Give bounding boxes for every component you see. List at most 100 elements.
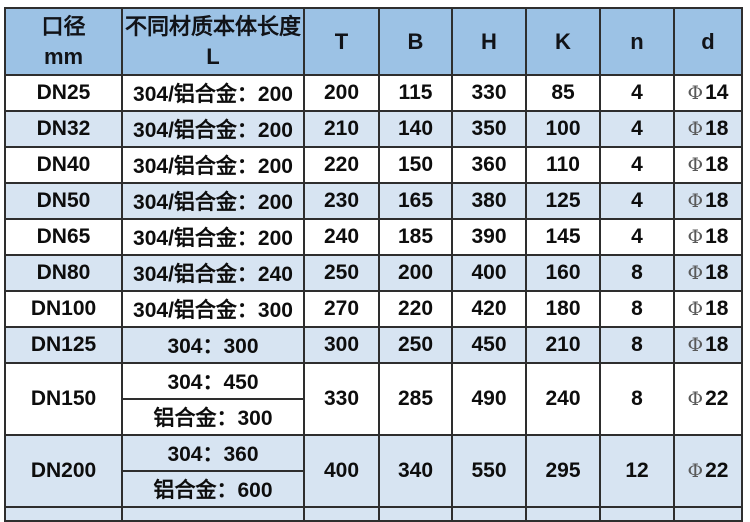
header-dn-line2: mm	[43, 43, 84, 69]
cell-dn: DN200	[4, 434, 123, 508]
cell-length: 304/铝合金：200	[121, 146, 305, 184]
cell-d: Φ18	[673, 146, 743, 184]
cell-n: 8	[599, 326, 675, 364]
cell-d-value: 14	[705, 81, 729, 104]
cell-k: 125	[525, 182, 601, 220]
cell-length	[121, 506, 305, 522]
cell-length: 304/铝合金：300	[121, 290, 305, 328]
cell-d: Φ14	[673, 74, 743, 112]
cell-h: 490	[451, 362, 527, 436]
cell-h: 420	[451, 290, 527, 328]
cell-length: 304：300	[121, 326, 305, 364]
cell-d-value: 18	[705, 189, 729, 212]
cell-b: 340	[378, 434, 453, 508]
table-row-dn150: DN150 304：450 330 285 490 240 8 Φ22	[4, 362, 743, 436]
cell-d: Φ18	[673, 218, 743, 256]
header-cell-dn: 口径 mm	[4, 7, 123, 76]
cell-d: Φ18	[673, 254, 743, 292]
cell-h	[451, 506, 527, 522]
cell-t: 250	[303, 254, 380, 292]
cell-h: 330	[451, 74, 527, 112]
cell-length: 304/铝合金：200	[121, 182, 305, 220]
cell-n: 4	[599, 182, 675, 220]
cell-t: 220	[303, 146, 380, 184]
cell-k: 85	[525, 74, 601, 112]
table-row-dn50: DN50 304/铝合金：200 230 165 380 125 4 Φ18	[4, 182, 743, 220]
cell-h: 390	[451, 218, 527, 256]
table-row-dn200-sub: 铝合金：600	[5, 470, 742, 508]
cell-dn: DN80	[4, 254, 123, 292]
header-cell-h: H	[451, 7, 527, 76]
cell-n: 8	[599, 254, 675, 292]
table-row-dn200: DN200 304：360 400 340 550 295 12 Φ22	[4, 434, 743, 508]
cell-t: 210	[303, 110, 380, 148]
cell-b: 165	[378, 182, 453, 220]
cell-t: 400	[303, 434, 380, 508]
phi-icon: Φ	[687, 298, 704, 320]
cell-k: 160	[525, 254, 601, 292]
table-row-dn125: DN125 304：300 300 250 450 210 8 Φ18	[4, 326, 743, 364]
table-row-dn65: DN65 304/铝合金：200 240 185 390 145 4 Φ18	[4, 218, 743, 256]
phi-icon: Φ	[687, 154, 704, 176]
cell-n: 4	[599, 74, 675, 112]
table-row-dn40: DN40 304/铝合金：200 220 150 360 110 4 Φ18	[4, 146, 743, 184]
cell-b	[378, 506, 453, 522]
cell-k: 180	[525, 290, 601, 328]
cell-dn: DN32	[4, 110, 123, 148]
cell-b: 140	[378, 110, 453, 148]
cell-t: 200	[303, 74, 380, 112]
cell-t: 270	[303, 290, 380, 328]
cell-n: 4	[599, 146, 675, 184]
phi-icon: Φ	[687, 226, 704, 248]
cell-n: 4	[599, 218, 675, 256]
cell-k: 110	[525, 146, 601, 184]
cell-d-value: 18	[705, 117, 729, 140]
cell-t: 330	[303, 362, 380, 436]
cell-d: Φ18	[673, 182, 743, 220]
spec-table-container: 口径 mm 不同材质本体长度 L T B H K n d DN25 304/铝合…	[4, 7, 743, 522]
cell-length-304: 304：450	[121, 362, 305, 400]
cell-dn	[4, 506, 123, 522]
cell-d-value: 22	[705, 459, 729, 482]
cell-h: 450	[451, 326, 527, 364]
header-cell-k: K	[525, 7, 601, 76]
table-row-dn150-sub: 铝合金：300	[5, 398, 742, 436]
header-dn-line1: 口径	[41, 13, 86, 39]
cell-k	[525, 506, 601, 522]
cell-b: 220	[378, 290, 453, 328]
cell-dn: DN100	[4, 290, 123, 328]
cell-n	[599, 506, 675, 522]
phi-icon: Φ	[687, 334, 704, 356]
cell-n: 8	[599, 290, 675, 328]
cell-d: Φ22	[673, 434, 743, 508]
header-cell-n: n	[599, 7, 675, 76]
cell-length-alloy: 铝合金：600	[121, 470, 305, 508]
cell-d-value: 18	[705, 261, 729, 284]
cell-length: 304/铝合金：200	[121, 218, 305, 256]
cell-dn: DN125	[4, 326, 123, 364]
phi-icon: Φ	[687, 262, 704, 284]
cell-dn: DN150	[4, 362, 123, 436]
phi-icon: Φ	[687, 118, 704, 140]
table-header-row: 口径 mm 不同材质本体长度 L T B H K n d	[4, 7, 743, 76]
cell-length: 304/铝合金：200	[121, 110, 305, 148]
cell-dn: DN65	[4, 218, 123, 256]
cell-dn: DN25	[4, 74, 123, 112]
phi-icon: Φ	[687, 388, 704, 410]
table-row-dn80: DN80 304/铝合金：240 250 200 400 160 8 Φ18	[4, 254, 743, 292]
table-row-dn100: DN100 304/铝合金：300 270 220 420 180 8 Φ18	[4, 290, 743, 328]
cell-h: 350	[451, 110, 527, 148]
cell-k: 145	[525, 218, 601, 256]
spec-table: 口径 mm 不同材质本体长度 L T B H K n d DN25 304/铝合…	[4, 7, 743, 522]
cell-b: 250	[378, 326, 453, 364]
cell-t: 240	[303, 218, 380, 256]
cell-length-alloy: 铝合金：300	[121, 398, 305, 436]
cell-k: 210	[525, 326, 601, 364]
cell-d-value: 22	[705, 387, 729, 410]
header-length-line2: L	[206, 43, 220, 69]
table-row-dn32: DN32 304/铝合金：200 210 140 350 100 4 Φ18	[4, 110, 743, 148]
cell-dn: DN50	[4, 182, 123, 220]
cell-h: 550	[451, 434, 527, 508]
cell-dn: DN40	[4, 146, 123, 184]
phi-icon: Φ	[687, 460, 704, 482]
